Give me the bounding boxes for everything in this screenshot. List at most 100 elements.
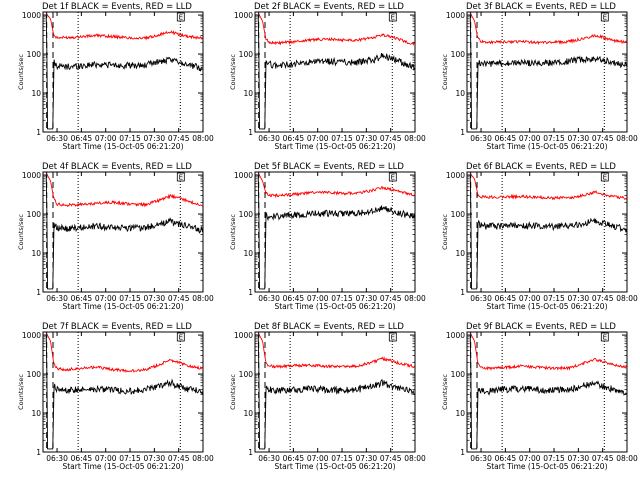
chart-title: Det 6f BLACK = Events, RED = LLD	[466, 162, 616, 172]
x-tick-label: 07:30	[568, 294, 590, 303]
event-annotation: E	[603, 334, 607, 342]
y-tick-label: 1	[248, 288, 253, 297]
y-tick-label: 100	[27, 370, 42, 379]
detector-panel: Det 8f BLACK = Events, RED = LLD 1 10 100 10…	[229, 322, 426, 471]
x-tick-label: 08:00	[404, 454, 426, 463]
x-tick-label: 07:45	[592, 454, 614, 463]
x-tick-label: 07:30	[568, 134, 590, 143]
x-tick-label: 08:00	[192, 134, 214, 143]
y-tick-label: 1	[248, 448, 253, 457]
x-axis-label: Start Time (15-Oct-05 06:21:20)	[486, 142, 607, 151]
y-tick-label: 1	[248, 128, 253, 137]
x-tick-label: 06:30	[46, 454, 68, 463]
event-annotation: E	[603, 174, 607, 182]
x-tick-label: 07:15	[331, 294, 353, 303]
x-tick-label: 06:30	[470, 454, 492, 463]
x-tick-label: 06:45	[71, 454, 93, 463]
detector-panel: Det 5f BLACK = Events, RED = LLD 1 10 100 10…	[229, 162, 426, 311]
chart-title: Det 5f BLACK = Events, RED = LLD	[254, 162, 404, 172]
x-tick-label: 08:00	[616, 454, 638, 463]
y-tick-label: 1	[460, 128, 465, 137]
event-annotation: E	[391, 14, 395, 22]
y-tick-label: 100	[239, 50, 254, 59]
x-tick-label: 07:45	[168, 134, 190, 143]
y-tick-label: 10	[455, 89, 465, 98]
x-axis-label: Start Time (15-Oct-05 06:21:20)	[62, 462, 183, 471]
x-tick-label: 07:15	[543, 134, 565, 143]
x-axis-label: Start Time (15-Oct-05 06:21:20)	[274, 462, 395, 471]
y-axis-label: Counts/sec	[441, 214, 449, 250]
detector-panel: Det 7f BLACK = Events, RED = LLD 1 10 100 10…	[17, 322, 214, 471]
y-tick-label: 1000	[234, 171, 253, 180]
x-tick-label: 06:30	[258, 454, 280, 463]
x-tick-label: 07:45	[168, 454, 190, 463]
event-annotation-box	[388, 172, 397, 182]
series-line	[43, 334, 203, 374]
x-tick-label: 06:45	[71, 134, 93, 143]
x-tick-label: 07:15	[119, 294, 141, 303]
detector-panel: Det 6f BLACK = Events, RED = LLD 1 10 100 10…	[441, 162, 638, 311]
x-tick-label: 07:30	[144, 454, 166, 463]
y-tick-label: 10	[31, 249, 41, 258]
x-tick-label: 08:00	[404, 294, 426, 303]
x-axis-label: Start Time (15-Oct-05 06:21:20)	[486, 302, 607, 311]
detector-panel: Det 4f BLACK = Events, RED = LLD 1 10 100 10…	[17, 162, 214, 311]
y-tick-label: 100	[239, 210, 254, 219]
series-line	[255, 14, 415, 46]
x-tick-label: 06:30	[470, 134, 492, 143]
x-tick-label: 08:00	[192, 454, 214, 463]
y-tick-label: 100	[239, 370, 254, 379]
x-tick-label: 06:30	[258, 134, 280, 143]
event-annotation-box	[600, 12, 609, 22]
y-axis-label: Counts/sec	[229, 214, 237, 250]
x-tick-label: 08:00	[404, 134, 426, 143]
y-tick-label: 10	[31, 89, 41, 98]
x-tick-label: 07:00	[95, 294, 117, 303]
x-tick-label: 07:45	[380, 294, 402, 303]
y-axis-label: Counts/sec	[229, 374, 237, 410]
y-tick-label: 1000	[22, 171, 41, 180]
plot-frame	[254, 11, 416, 133]
series-line	[43, 334, 204, 450]
x-tick-label: 07:30	[356, 294, 378, 303]
plot-frame	[466, 331, 628, 453]
x-tick-label: 07:00	[519, 454, 541, 463]
x-tick-label: 06:45	[283, 134, 305, 143]
y-axis-label: Counts/sec	[17, 374, 25, 410]
x-tick-label: 06:30	[258, 294, 280, 303]
series-line	[43, 174, 204, 290]
y-tick-label: 100	[27, 50, 42, 59]
x-axis-label: Start Time (15-Oct-05 06:21:20)	[274, 142, 395, 151]
x-tick-label: 07:45	[592, 134, 614, 143]
y-tick-label: 10	[455, 249, 465, 258]
x-axis-label: Start Time (15-Oct-05 06:21:20)	[274, 302, 395, 311]
x-tick-label: 06:45	[71, 294, 93, 303]
series-line	[255, 334, 415, 369]
event-annotation: E	[179, 174, 183, 182]
x-tick-label: 07:00	[95, 454, 117, 463]
plot-frame	[42, 331, 204, 453]
x-tick-label: 07:15	[543, 294, 565, 303]
y-tick-label: 1	[36, 128, 41, 137]
x-tick-label: 07:00	[519, 134, 541, 143]
series-line	[467, 334, 627, 372]
series-line	[255, 14, 415, 130]
series-line	[467, 174, 627, 201]
x-tick-label: 06:45	[495, 134, 517, 143]
y-tick-label: 100	[27, 210, 42, 219]
series-line	[43, 14, 203, 130]
x-tick-label: 07:30	[144, 134, 166, 143]
plot-frame	[466, 11, 628, 133]
y-tick-label: 1000	[446, 171, 465, 180]
y-tick-label: 100	[451, 50, 466, 59]
y-axis-label: Counts/sec	[441, 374, 449, 410]
chart-title: Det 2f BLACK = Events, RED = LLD	[254, 2, 404, 12]
y-tick-label: 1000	[234, 11, 253, 20]
event-annotation-box	[176, 12, 185, 22]
detector-panel: Det 2f BLACK = Events, RED = LLD 1 10 100 10…	[229, 2, 426, 151]
x-tick-label: 07:45	[592, 294, 614, 303]
y-tick-label: 10	[243, 249, 253, 258]
plot-frame	[42, 11, 204, 133]
x-axis-label: Start Time (15-Oct-05 06:21:20)	[62, 142, 183, 151]
